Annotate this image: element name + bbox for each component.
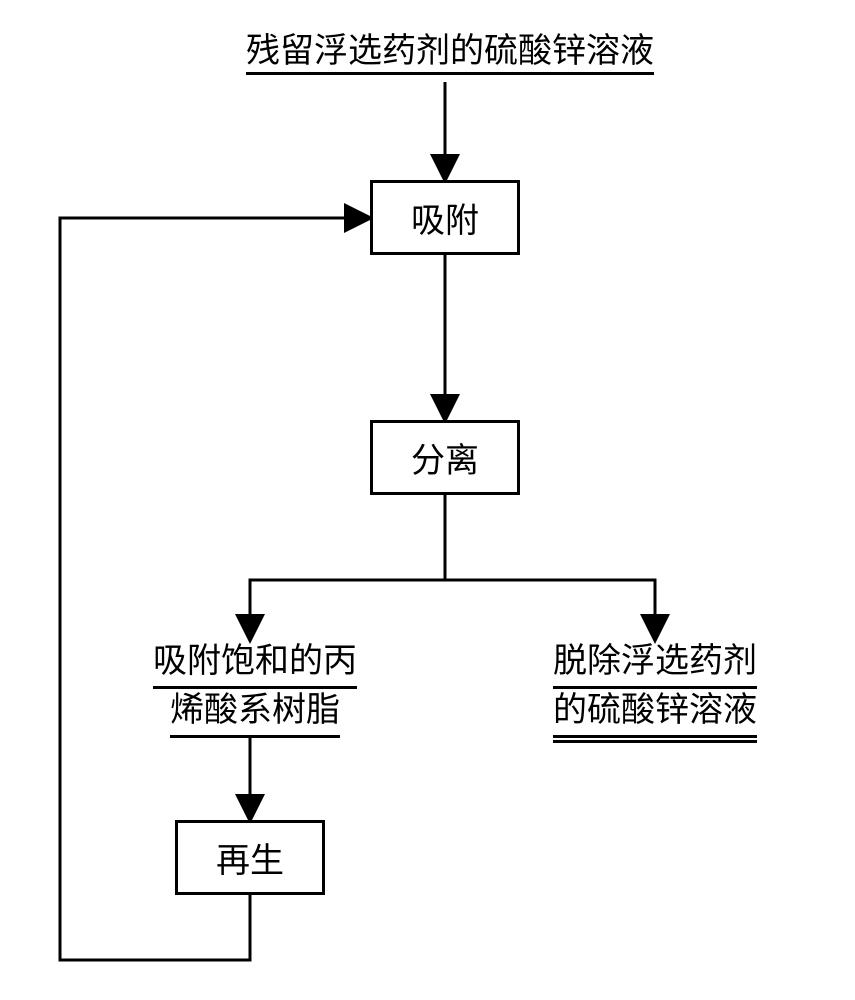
node-separate: 分离 <box>370 420 520 495</box>
node-adsorb-label: 吸附 <box>411 193 479 242</box>
node-output-line1: 脱除浮选药剂 <box>553 640 757 689</box>
node-saturated: 吸附饱和的丙 烯酸系树脂 <box>130 640 380 738</box>
node-saturated-line2: 烯酸系树脂 <box>170 689 340 738</box>
node-output: 脱除浮选药剂 的硫酸锌溶液 <box>530 640 780 738</box>
node-regen: 再生 <box>175 820 325 895</box>
node-adsorb: 吸附 <box>370 180 520 255</box>
flowchart-canvas: 残留浮选药剂的硫酸锌溶液 吸附 分离 吸附饱和的丙 烯酸系树脂 脱除浮选药剂 的… <box>0 0 855 1000</box>
node-output-line2: 的硫酸锌溶液 <box>553 689 757 738</box>
node-saturated-line1: 吸附饱和的丙 <box>153 640 357 689</box>
node-separate-label: 分离 <box>411 433 479 482</box>
connector-layer <box>0 0 855 1000</box>
node-input-label: 残留浮选药剂的硫酸锌溶液 <box>246 33 654 75</box>
node-input: 残留浮选药剂的硫酸锌溶液 <box>220 30 680 74</box>
node-regen-label: 再生 <box>216 833 284 882</box>
